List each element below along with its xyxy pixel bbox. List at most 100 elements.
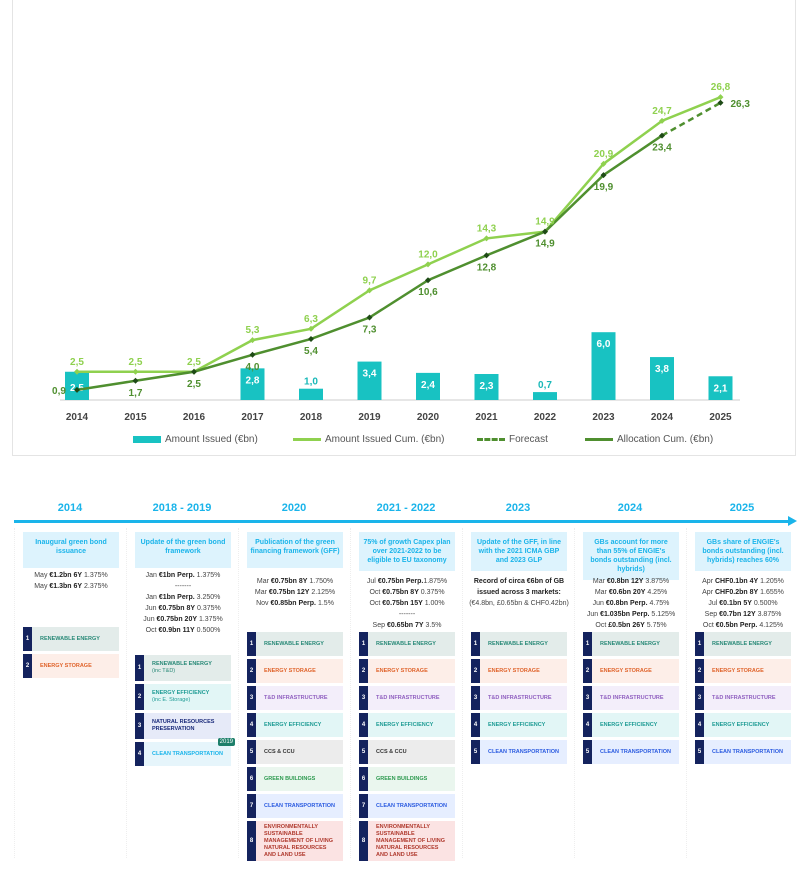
point-amount-cum xyxy=(600,160,607,167)
point-allocation xyxy=(542,228,548,235)
timeline-column: Update of the green bond framework Jan €1… xyxy=(126,528,238,858)
allocation-label: 19,9 xyxy=(594,182,614,193)
point-allocation xyxy=(308,335,314,342)
category-label: CLEAN TRANSPORTATION xyxy=(256,794,343,818)
point-amount-cum xyxy=(717,94,724,101)
amount-cum-label: 20,9 xyxy=(594,149,614,160)
bar-2025 xyxy=(708,376,733,400)
bar-2014 xyxy=(65,371,89,400)
amount-cum-label: 2,5 xyxy=(70,357,84,368)
bar-label: 3,8 xyxy=(655,364,669,375)
timeline-year: 2024 xyxy=(617,502,643,514)
bar-label: 2,1 xyxy=(714,383,728,394)
bond-line: Mar €0.8bn 12Y 3.875% xyxy=(592,578,670,585)
bond-issuances: May €1.2bn 6Y 1.375% May €1.3bn 6Y 2.375% xyxy=(19,570,123,592)
bar-2018 xyxy=(299,388,323,400)
legend-label: Amount Issued (€bn) xyxy=(165,434,258,445)
bond-issuances: Mar €0.8bn 12Y 3.875% Mar €0.6bn 20Y 4.25… xyxy=(579,576,683,631)
category-number: 4 xyxy=(583,713,592,737)
line-amount-issued-cum xyxy=(77,96,721,373)
category-label: CLEAN TRANSPORTATION xyxy=(704,740,791,764)
bond-line: Sep €0.7bn 12Y 3.875% xyxy=(704,611,782,618)
category-item: 5 CLEAN TRANSPORTATION xyxy=(471,740,567,764)
bond-line: Jun €0.75bn 20Y 1.375% xyxy=(143,616,223,623)
category-number: 3 xyxy=(471,686,480,710)
point-amount-cum xyxy=(483,235,490,242)
amount-cum-label: 14,3 xyxy=(477,223,497,234)
category-item: 1 RENEWABLE ENERGY xyxy=(247,632,343,656)
category-label: T&D INFRASTRUCTURE xyxy=(480,686,567,710)
x-tick-label: 2015 xyxy=(124,412,147,423)
category-item: 4 ENERGY EFFICIENCY xyxy=(583,713,679,737)
legend-label: Forecast xyxy=(509,434,548,445)
category-item: 5 CCS & CCU xyxy=(359,740,455,764)
category-item: 1 RENEWABLE ENERGY (inc T&D) xyxy=(135,655,231,681)
category-number: 1 xyxy=(695,632,704,656)
category-label: RENEWABLE ENERGY xyxy=(256,632,343,656)
category-item: 3 T&D INFRASTRUCTURE xyxy=(695,686,791,710)
x-tick-label: 2021 xyxy=(475,412,498,423)
point-amount-cum xyxy=(132,368,139,375)
category-number: 1 xyxy=(247,632,256,656)
bond-line: Mar €0.75bn 12Y 2.125% xyxy=(254,589,336,596)
category-item: 8 ENVIRONMENTALLY SUSTAINABLE MANAGEMENT … xyxy=(359,821,455,861)
category-number: 5 xyxy=(247,740,256,764)
timeline-year: 2020 xyxy=(281,502,307,514)
bar-2020 xyxy=(416,372,440,400)
category-item: 3 NATURAL RESOURCES PRESERVATION xyxy=(135,713,231,739)
legend-swatch xyxy=(585,438,613,441)
category-label: RENEWABLE ENERGY xyxy=(704,632,791,656)
milestone-title: Inaugural green bond issuance xyxy=(23,532,119,568)
bond-line: Record of circa €6bn of GB issued across… xyxy=(473,578,565,596)
point-amount-cum xyxy=(366,287,373,294)
category-number: 2 xyxy=(135,684,144,710)
bond-line: Nov €0.85bn Perp. 1.5% xyxy=(256,600,334,607)
category-item: 2 ENERGY STORAGE xyxy=(471,659,567,683)
bond-line: ------- xyxy=(398,611,416,618)
category-item: 3 T&D INFRASTRUCTURE xyxy=(471,686,567,710)
category-item: 1 RENEWABLE ENERGY xyxy=(359,632,455,656)
bar-label: 0,7 xyxy=(538,380,552,391)
category-number: 4 xyxy=(471,713,480,737)
milestone-title: GBs share of ENGIE's bonds outstanding (… xyxy=(695,532,791,572)
category-number: 2 xyxy=(471,659,480,683)
bond-line: Oct €0.75bn 8Y 0.375% xyxy=(369,589,445,596)
allocation-label: 26,3 xyxy=(731,99,751,110)
point-allocation xyxy=(249,351,256,358)
category-number: 7 xyxy=(247,794,256,818)
category-number: 8 xyxy=(247,821,256,861)
allocation-label: 7,3 xyxy=(363,325,377,336)
category-label: ENERGY STORAGE xyxy=(32,654,119,678)
allocation-label: 4,0 xyxy=(246,362,260,373)
point-allocation xyxy=(132,377,139,384)
category-item: 3 T&D INFRASTRUCTURE xyxy=(583,686,679,710)
point-allocation xyxy=(191,368,197,375)
bond-issuances: Jul €0.75bn Perp.1.875% Oct €0.75bn 8Y 0.… xyxy=(355,576,459,631)
category-item: 2 ENERGY STORAGE xyxy=(695,659,791,683)
category-label: ENVIRONMENTALLY SUSTAINABLE MANAGEMENT O… xyxy=(256,821,343,861)
point-allocation xyxy=(366,314,373,321)
category-number: 1 xyxy=(23,627,32,651)
x-tick-label: 2024 xyxy=(651,412,674,423)
category-number: 3 xyxy=(583,686,592,710)
bond-line: Jan €1bn Perp. 1.375% xyxy=(145,572,221,579)
category-number: 3 xyxy=(359,686,368,710)
bond-line: ------- xyxy=(174,583,192,590)
bar-2024 xyxy=(650,357,674,400)
allocation-label: 23,4 xyxy=(652,143,672,154)
point-amount-cum xyxy=(74,368,80,375)
category-label: T&D INFRASTRUCTURE xyxy=(704,686,791,710)
legend-item: Allocation Cum. (€bn) xyxy=(585,434,713,445)
category-number: 2 xyxy=(583,659,592,683)
category-number: 2 xyxy=(247,659,256,683)
category-item: 2 ENERGY STORAGE xyxy=(583,659,679,683)
amount-cum-label: 14,9 xyxy=(535,217,555,228)
category-number: 1 xyxy=(359,632,368,656)
category-number: 3 xyxy=(695,686,704,710)
legend-swatch xyxy=(293,438,321,441)
category-label: ENERGY STORAGE xyxy=(368,659,455,683)
category-item: 2 ENERGY STORAGE xyxy=(247,659,343,683)
category-label: ENERGY EFFICIENCY xyxy=(592,713,679,737)
point-allocation xyxy=(483,252,490,259)
bond-line: Jun €1.035bn Perp. 5.125% xyxy=(586,611,676,618)
